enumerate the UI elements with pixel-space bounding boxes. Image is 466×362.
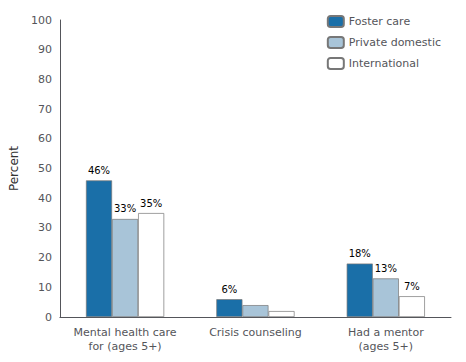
svg-text:13%: 13%: [375, 263, 397, 274]
svg-text:90: 90: [38, 43, 52, 56]
svg-text:Had a mentor: Had a mentor: [348, 326, 424, 339]
svg-text:International: International: [349, 57, 419, 70]
svg-text:80: 80: [38, 73, 52, 86]
svg-text:18%: 18%: [349, 248, 371, 259]
svg-text:Private domestic: Private domestic: [349, 36, 441, 49]
svg-text:6%: 6%: [221, 284, 237, 295]
svg-text:50: 50: [38, 162, 52, 175]
svg-text:7%: 7%: [404, 281, 420, 292]
svg-text:Crisis counseling: Crisis counseling: [209, 326, 302, 339]
svg-text:30: 30: [38, 221, 52, 234]
svg-text:Mental health care: Mental health care: [74, 326, 177, 339]
svg-text:60: 60: [38, 132, 52, 145]
svg-text:40: 40: [38, 192, 52, 205]
svg-text:Foster care: Foster care: [349, 15, 411, 28]
svg-text:Percent: Percent: [7, 146, 21, 191]
svg-text:(ages 5+): (ages 5+): [359, 340, 414, 353]
svg-text:35%: 35%: [140, 198, 162, 209]
svg-text:33%: 33%: [114, 203, 136, 214]
svg-text:100: 100: [31, 14, 52, 27]
svg-text:46%: 46%: [88, 165, 110, 176]
svg-text:for (ages 5+): for (ages 5+): [89, 340, 162, 353]
svg-text:0: 0: [45, 311, 52, 324]
svg-text:20: 20: [38, 251, 52, 264]
svg-text:70: 70: [38, 103, 52, 116]
svg-text:10: 10: [38, 281, 52, 294]
